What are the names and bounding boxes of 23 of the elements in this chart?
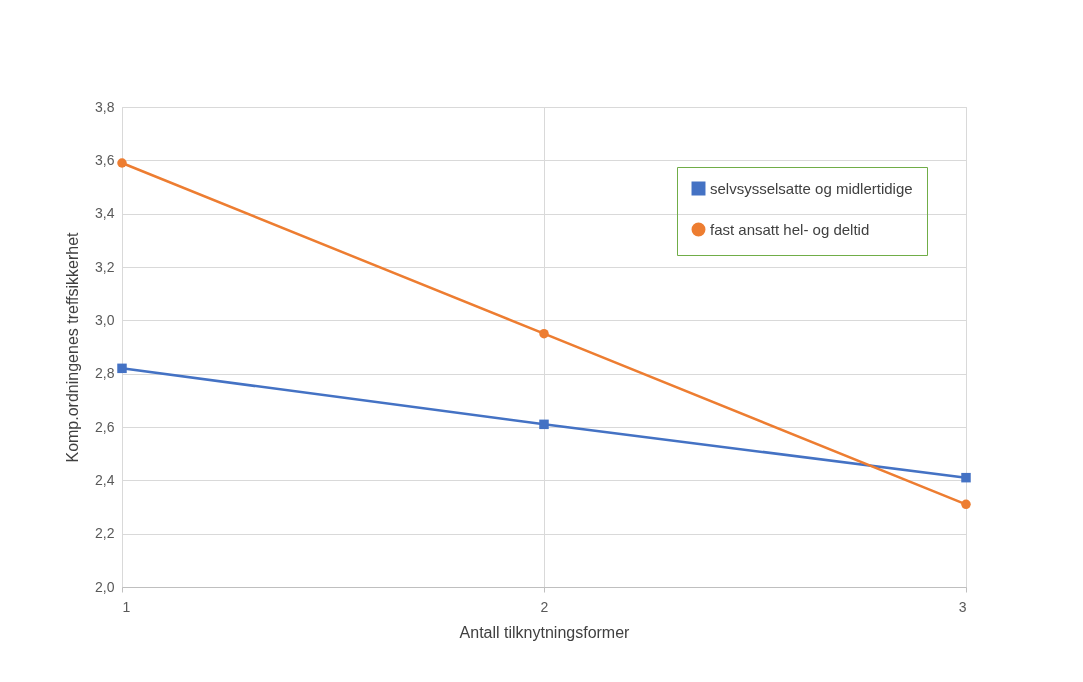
point [961, 499, 971, 510]
y-tick-label: 2,4 [95, 471, 115, 488]
x-tick-label: 2 [540, 598, 549, 615]
y-tick-label: 3,6 [95, 151, 115, 168]
y-tick-label: 3,8 [95, 98, 115, 115]
x-tick-label: 1 [122, 598, 131, 615]
y-tick-label: 2,2 [95, 525, 115, 542]
y-axis-title: Komp.ordningenes treffsikkerhet [64, 231, 82, 463]
y-tick-label: 2,6 [95, 418, 115, 435]
point [117, 158, 127, 168]
y-tick-label: 2,0 [95, 578, 115, 595]
point [539, 328, 549, 339]
y-tick-label: 2,8 [95, 365, 115, 382]
point [539, 419, 549, 430]
y-tick-label: 3,0 [95, 311, 115, 328]
legend-label: selvsysselsatte og midlertidige [710, 179, 913, 197]
legend-label: fast ansatt hel- og deltid [710, 220, 870, 238]
x-tick-label: 3 [958, 598, 967, 615]
y-tick-label: 3,2 [95, 258, 115, 275]
x-axis-title: Antall tilknytningsformer [459, 623, 631, 641]
point [117, 363, 127, 374]
y-tick-label: 3,4 [95, 205, 115, 222]
point [961, 472, 971, 483]
